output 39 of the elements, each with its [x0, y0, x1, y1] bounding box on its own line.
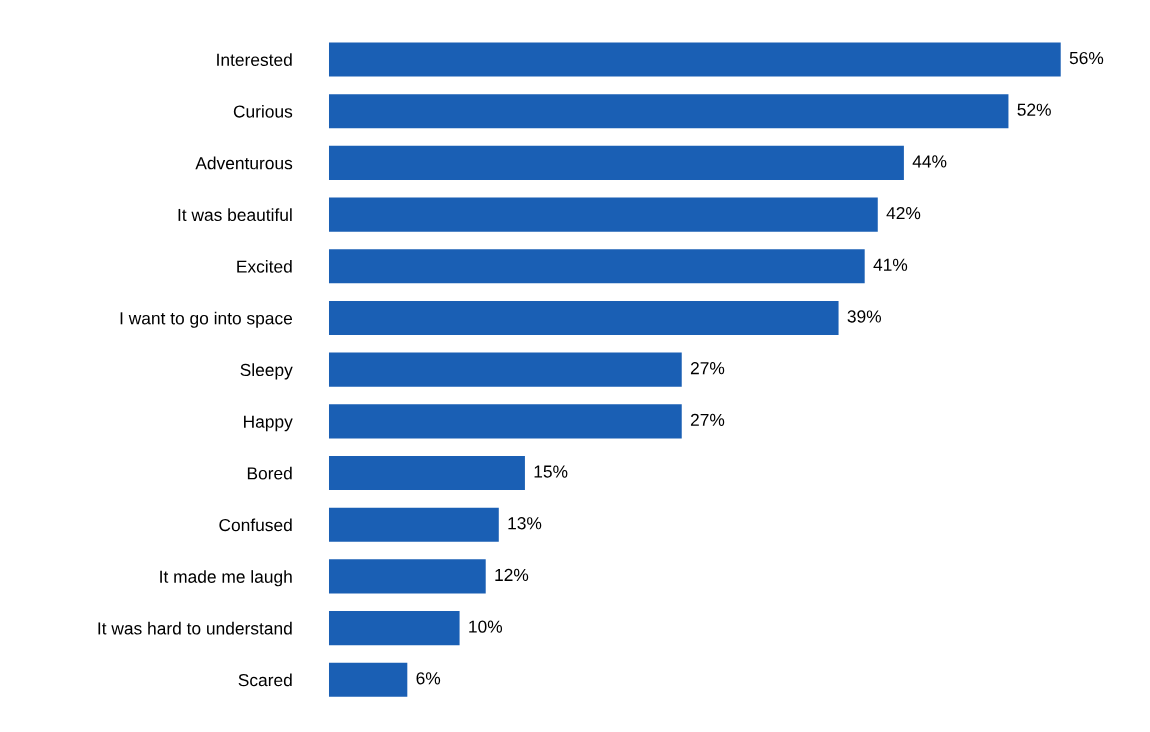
bar: [328, 662, 408, 697]
bar: [328, 455, 525, 491]
bar: [328, 559, 486, 594]
bar: [328, 249, 865, 284]
y-tick-label: Happy: [244, 415, 293, 432]
y-tick-label: I want to go into space: [120, 311, 293, 328]
data-label: 10%: [469, 620, 503, 633]
data-label: 42%: [886, 206, 921, 220]
bar: [328, 404, 682, 439]
y-tick-label: Confused: [219, 518, 292, 532]
bar: [328, 197, 878, 232]
bar: [328, 94, 1009, 129]
y-tick-label: It made me laugh: [160, 570, 292, 587]
data-label: 41%: [873, 258, 908, 271]
data-label: 27%: [690, 362, 725, 375]
bar: [328, 300, 839, 336]
data-label: 6%: [416, 672, 441, 685]
data-label: 52%: [1017, 103, 1051, 116]
y-tick-label: Bored: [247, 466, 292, 480]
bar: [328, 145, 904, 180]
y-tick-label: Interested: [217, 53, 292, 66]
data-label: 56%: [1069, 51, 1104, 65]
y-tick-label: Sleepy: [240, 363, 293, 380]
y-tick-label: Curious: [233, 104, 293, 118]
bar: [328, 352, 682, 387]
bar: [328, 611, 460, 646]
y-tick-label: It was beautiful: [178, 208, 292, 222]
data-label: 44%: [912, 155, 947, 168]
data-label: 12%: [495, 568, 529, 582]
data-label: 39%: [847, 310, 882, 323]
data-label: 27%: [690, 413, 725, 426]
data-label: 15%: [534, 465, 568, 478]
bar: [328, 507, 499, 542]
y-tick-label: Excited: [237, 259, 292, 273]
y-tick-label: Scared: [238, 673, 292, 687]
y-tick-label: It was hard to understand: [98, 621, 292, 635]
data-label: 13%: [508, 517, 542, 530]
bar: [328, 42, 1061, 77]
y-tick-label: Adventurous: [195, 156, 293, 170]
